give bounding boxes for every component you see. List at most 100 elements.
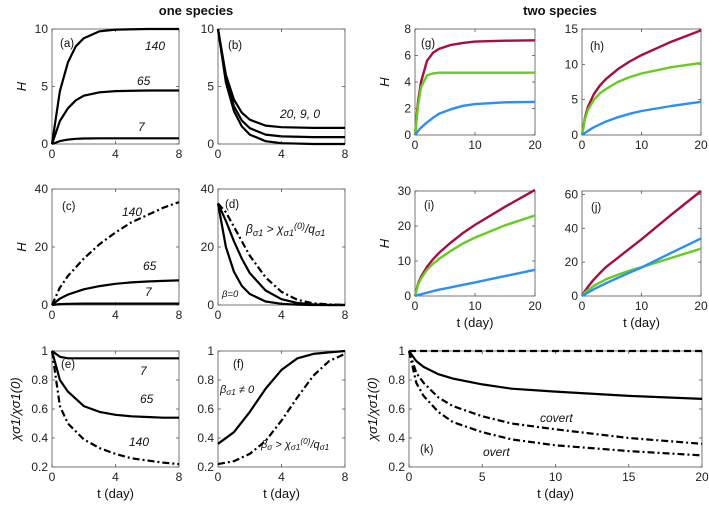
x-tick-label: 0 — [215, 147, 222, 161]
x-tick-label: 10 — [468, 299, 482, 313]
annotation-segment: (0) — [294, 221, 305, 231]
panel-label: (e) — [61, 359, 75, 371]
x-tick-label: 10 — [635, 138, 649, 152]
x-tick-label: 20 — [528, 299, 542, 313]
y-tick-label: 60 — [565, 187, 579, 201]
x-tick-label: 8 — [342, 147, 349, 161]
y-tick-label: 0.2 — [197, 460, 214, 474]
series-line-7 — [51, 137, 179, 146]
y-tick-label: 20 — [201, 240, 215, 254]
annotation-segment: > χ — [263, 222, 284, 236]
y-tick-label: 10 — [35, 22, 49, 36]
y-tick-label: 5 — [41, 80, 48, 94]
y-tick-label: 0.4 — [388, 431, 405, 445]
annotation-segment: σ — [267, 443, 273, 452]
panel-g: 0 10 20 0 2 4 6 8 (g) H — [377, 22, 542, 152]
y-tick-label: 10 — [398, 254, 412, 268]
curve-annotation: 7 — [145, 285, 153, 299]
panel-a: 0 4 8 0 5 10 (a) 140 65 7 H — [14, 22, 183, 161]
y-tick-label: 0.8 — [31, 373, 48, 387]
annotation-segment: covert — [540, 411, 573, 425]
curve-annotation: covert — [540, 411, 573, 425]
y-tick-label: 0 — [41, 137, 48, 151]
annotation-segment: /q — [304, 222, 315, 236]
x-tick-label: 0 — [579, 138, 586, 152]
series-line-20 — [216, 28, 345, 130]
panel-label: (k) — [420, 444, 434, 456]
y-tick-label: 0.8 — [388, 373, 405, 387]
panel-i: 0 10 20 0 10 20 30 (i) t (day) H — [377, 184, 542, 330]
y-axis-label: χσ1/χσ1(0) — [365, 377, 380, 441]
curve-annotation: 65 — [140, 392, 154, 406]
annotation-segment: β=0 — [221, 289, 239, 300]
series-line-covert — [407, 350, 703, 445]
x-tick-label: 20 — [528, 138, 542, 152]
x-tick-label: 15 — [622, 470, 636, 484]
x-tick-label: 8 — [176, 308, 183, 322]
panel-label: (g) — [421, 38, 435, 50]
curve-annotation: βσ > χσ1(0)/qσ1 — [260, 437, 329, 452]
x-tick-label: 0 — [215, 308, 222, 322]
x-tick-label: 10 — [468, 138, 482, 152]
panel-label: (h) — [590, 41, 604, 53]
panel-c: 0 4 8 0 20 40 (c) 140 65 7 H — [14, 182, 183, 322]
y-tick-label: 0 — [207, 137, 214, 151]
panel-label: (j) — [591, 202, 601, 214]
x-axis-label: t (day) — [263, 486, 300, 501]
series-line-7 — [51, 302, 179, 307]
title-two-species: two species — [523, 3, 597, 18]
y-tick-label: 1 — [207, 344, 214, 358]
series-line-65 — [50, 89, 179, 145]
curve-annotation: 140 — [145, 39, 165, 53]
annotation-segment: β — [245, 222, 253, 236]
panel-label: (a) — [60, 38, 74, 50]
y-tick-label: 1 — [41, 344, 48, 358]
axes-box — [217, 188, 346, 306]
y-tick-label: 0 — [571, 289, 578, 303]
y-tick-label: 1 — [398, 344, 405, 358]
curve-annotation: βσ1 ≠ 0 — [219, 384, 255, 397]
curve-annotation: 20, 9, 0 — [279, 107, 320, 121]
series-line-red — [580, 190, 702, 297]
series-line-140 — [50, 201, 180, 306]
y-tick-label: 10 — [565, 57, 579, 71]
series-line-blue — [581, 100, 702, 136]
annotation-segment: β — [219, 384, 227, 396]
y-tick-label: 40 — [201, 182, 215, 196]
series-line-solid — [408, 350, 703, 400]
annotation-segment: σ1 — [284, 228, 294, 238]
y-tick-label: 0.2 — [388, 460, 405, 474]
panel-label: (d) — [225, 199, 239, 211]
y-axis-label: H — [14, 81, 29, 91]
series-line-7 — [51, 350, 179, 360]
y-tick-label: 40 — [35, 182, 49, 196]
annotation-segment: 65 — [143, 259, 157, 273]
y-axis-label: H — [377, 238, 392, 248]
x-tick-label: 4 — [112, 470, 119, 484]
annotation-segment: 65 — [137, 74, 151, 88]
y-tick-label: 2 — [404, 102, 411, 116]
series-line-blue — [581, 237, 702, 298]
annotation-segment: ≠ 0 — [236, 384, 255, 396]
x-tick-label: 5 — [479, 470, 486, 484]
x-tick-label: 0 — [49, 308, 56, 322]
curve-annotation: 140 — [129, 435, 149, 449]
x-tick-label: 0 — [412, 138, 419, 152]
annotation-segment: /q — [310, 439, 321, 451]
series-line-blue — [414, 100, 536, 136]
y-tick-label: 0.6 — [197, 402, 214, 416]
series-line--0-1-q-1 — [217, 352, 346, 466]
panel-label: (b) — [228, 40, 242, 52]
annotation-segment: > χ — [272, 439, 292, 451]
x-tick-label: 20 — [694, 138, 708, 152]
y-tick-label: 4 — [404, 75, 411, 89]
y-tick-label: 0.6 — [388, 402, 405, 416]
y-tick-label: 0 — [404, 128, 411, 142]
x-tick-label: 4 — [112, 147, 119, 161]
x-tick-label: 0 — [579, 299, 586, 313]
panel-label: (f) — [233, 359, 244, 371]
axes-box — [51, 28, 180, 145]
y-axis-label: H — [14, 242, 29, 252]
x-tick-label: 0 — [49, 470, 56, 484]
